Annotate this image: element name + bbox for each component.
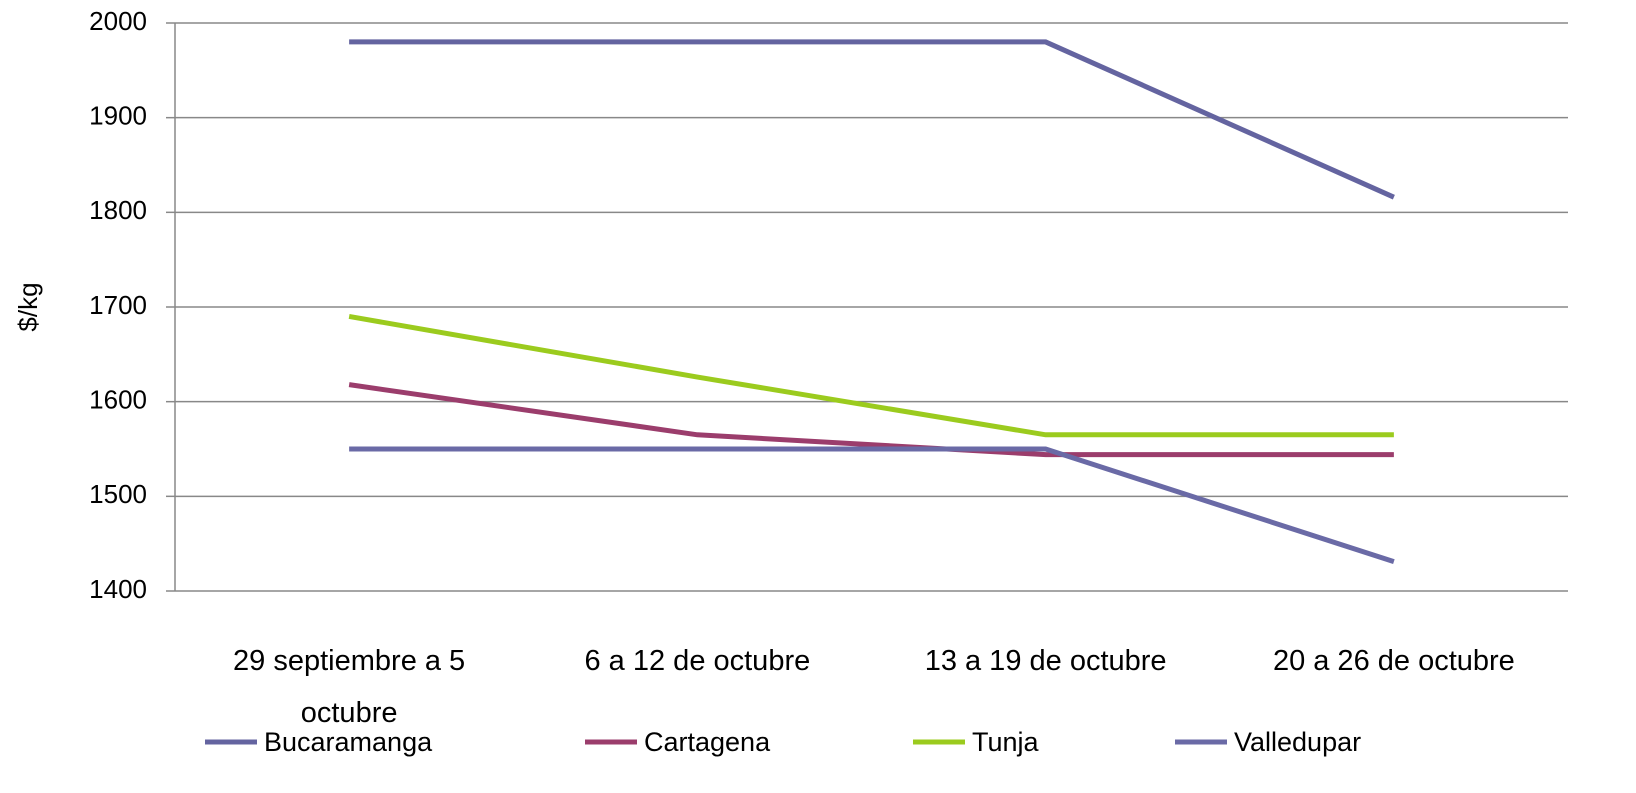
series-line (348, 314, 1394, 438)
x-tick-label: 6 a 12 de octubre (584, 645, 811, 677)
x-tick-label: 29 septiembre a 5 octubre (233, 645, 466, 729)
legend-label: Cartagena (644, 727, 771, 757)
legend-label: Tunja (972, 727, 1040, 757)
y-tick-label: 1800 (89, 195, 147, 225)
series-line (349, 446, 1395, 565)
y-tick-label: 1900 (89, 101, 147, 131)
legend-label: Valledupar (1234, 727, 1361, 757)
series-line (349, 39, 1395, 200)
legend-label: Bucaramanga (264, 727, 433, 757)
y-tick-label: 1500 (89, 479, 147, 509)
series-line (348, 382, 1394, 458)
y-tick-label: 1400 (89, 574, 147, 604)
y-tick-label: 1700 (89, 290, 147, 320)
y-tick-label: 1600 (89, 385, 147, 415)
y-tick-label: 2000 (89, 6, 147, 36)
x-tick-label: 13 a 19 de octubre (924, 645, 1167, 677)
y-axis-label: $/kg (13, 282, 43, 331)
x-tick-label: 20 a 26 de octubre (1272, 645, 1515, 677)
